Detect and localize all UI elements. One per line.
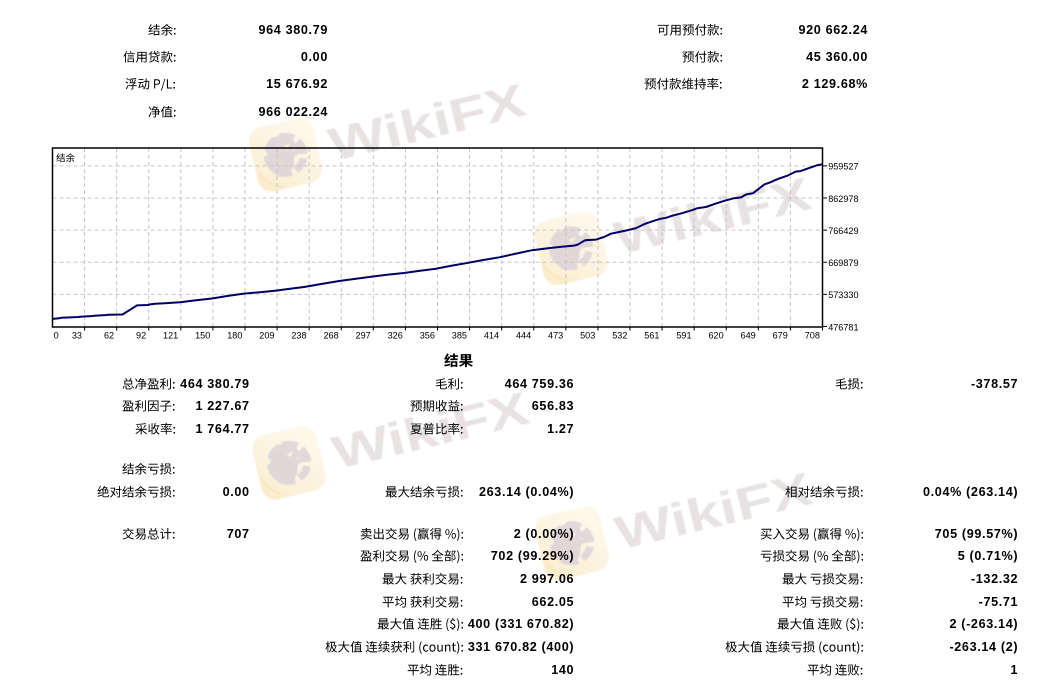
svg-text:708: 708 <box>805 330 820 340</box>
svg-text:0: 0 <box>54 330 59 340</box>
svg-text:591: 591 <box>676 330 691 340</box>
svg-text:862978: 862978 <box>828 194 858 204</box>
svg-text:92: 92 <box>136 330 146 340</box>
svg-text:WikiFX: WikiFX <box>609 167 816 264</box>
svg-text:473: 473 <box>548 330 563 340</box>
svg-text:766429: 766429 <box>828 226 858 236</box>
svg-text:150: 150 <box>195 330 210 340</box>
svg-text:33: 33 <box>72 330 82 340</box>
svg-text:WikiFX: WikiFX <box>610 462 817 559</box>
svg-text:209: 209 <box>259 330 274 340</box>
svg-text:444: 444 <box>516 330 531 340</box>
svg-text:503: 503 <box>580 330 595 340</box>
svg-text:649: 649 <box>741 330 756 340</box>
svg-text:WikiFX: WikiFX <box>324 74 531 171</box>
svg-text:532: 532 <box>612 330 627 340</box>
svg-text:959527: 959527 <box>828 162 858 172</box>
svg-text:121: 121 <box>163 330 178 340</box>
svg-text:238: 238 <box>291 330 306 340</box>
svg-text:297: 297 <box>356 330 371 340</box>
svg-text:669879: 669879 <box>828 258 858 268</box>
svg-text:573330: 573330 <box>828 290 858 300</box>
svg-text:180: 180 <box>227 330 242 340</box>
svg-text:62: 62 <box>104 330 114 340</box>
svg-text:561: 561 <box>644 330 659 340</box>
svg-text:620: 620 <box>708 330 723 340</box>
svg-text:268: 268 <box>323 330 338 340</box>
svg-text:476781: 476781 <box>828 322 858 332</box>
svg-text:326: 326 <box>388 330 403 340</box>
svg-text:679: 679 <box>773 330 788 340</box>
svg-text:414: 414 <box>484 330 499 340</box>
svg-text:385: 385 <box>452 330 467 340</box>
svg-text:356: 356 <box>420 330 435 340</box>
